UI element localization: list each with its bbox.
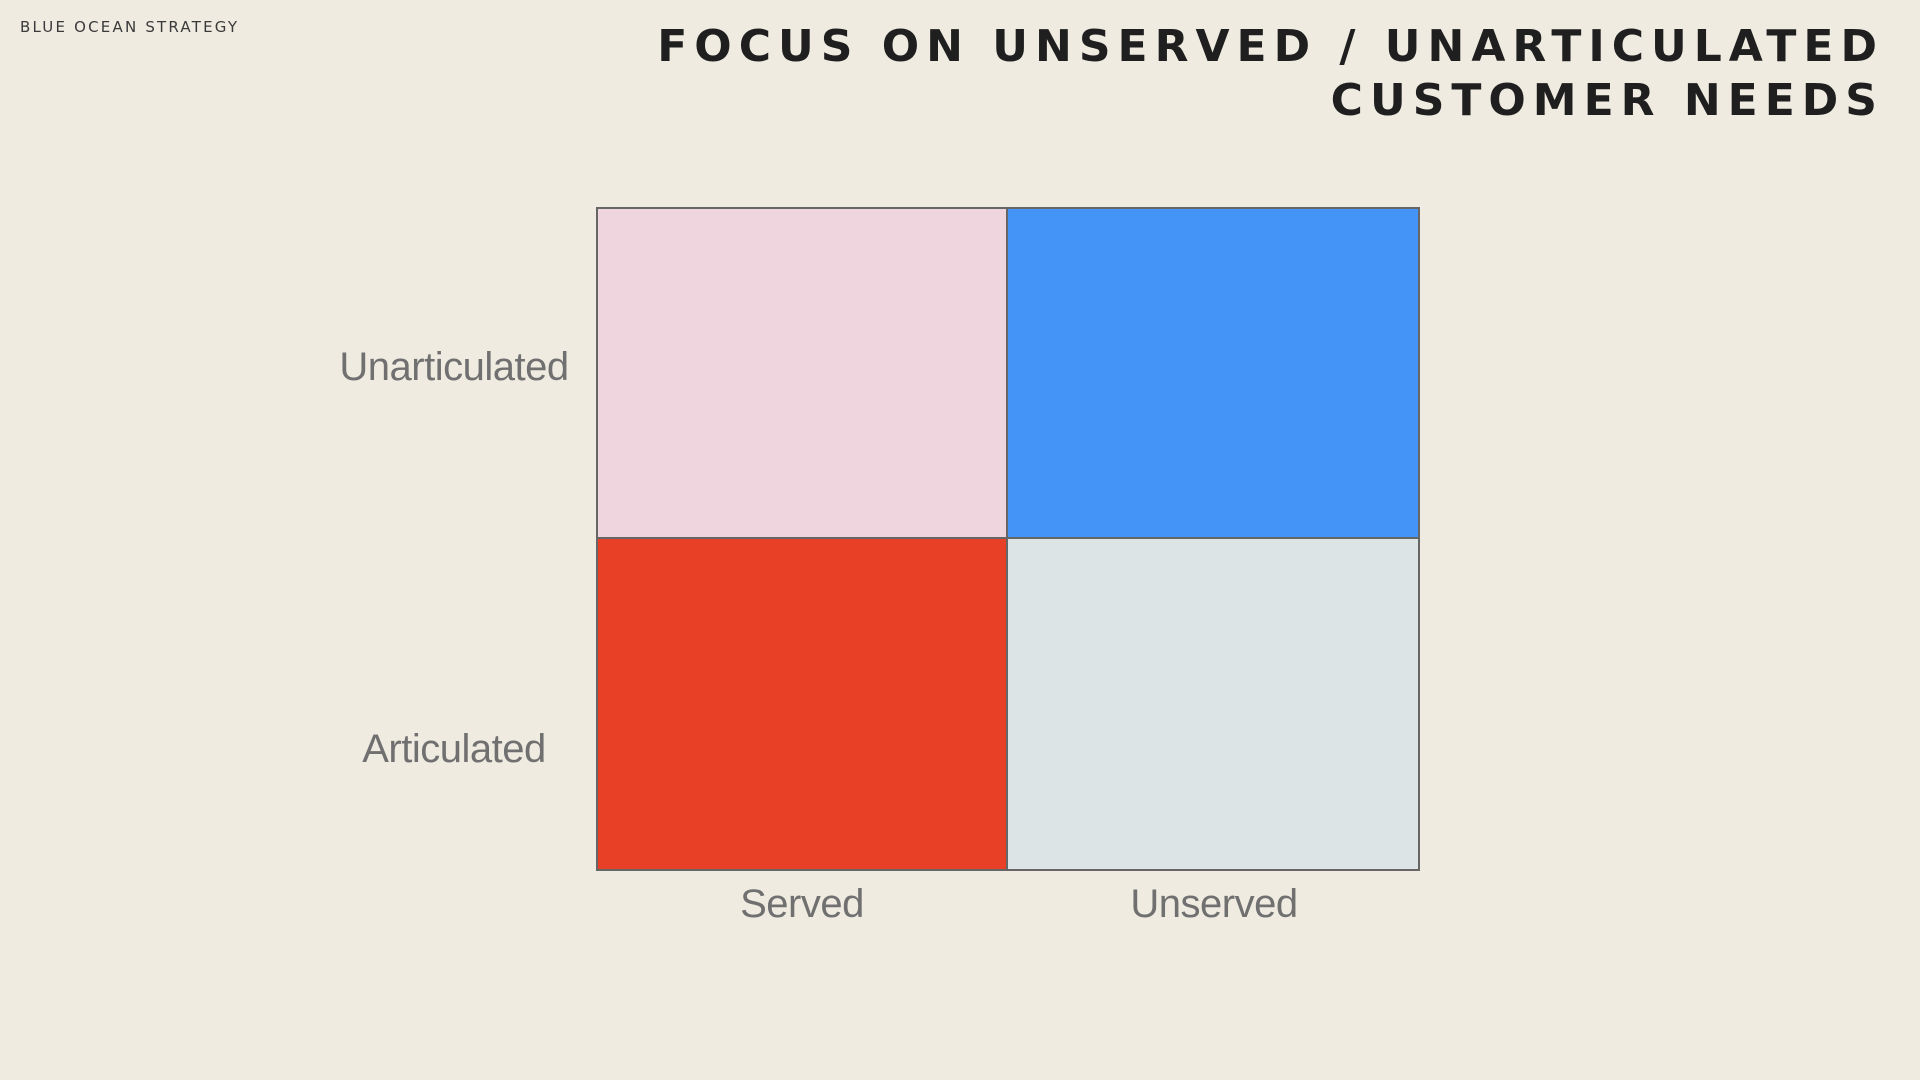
quadrant-articulated-unserved [1008, 539, 1418, 869]
needs-matrix [596, 207, 1420, 871]
y-axis-label-unarticulated: Unarticulated [339, 345, 569, 389]
slide-title: FOCUS ON UNSERVED / UNARTICULATED CUSTOM… [584, 20, 1884, 128]
presentation-kicker: BLUE OCEAN STRATEGY [20, 18, 240, 36]
quadrant-articulated-served [598, 539, 1008, 869]
y-axis-label-articulated: Articulated [362, 727, 546, 771]
x-axis-label-unserved: Unserved [1130, 882, 1298, 926]
quadrant-unarticulated-served [598, 209, 1008, 539]
slide-title-line-1: FOCUS ON UNSERVED / UNARTICULATED [657, 21, 1884, 72]
slide-title-line-2: CUSTOMER NEEDS [1330, 75, 1884, 126]
quadrant-unarticulated-unserved [1008, 209, 1418, 539]
x-axis-label-served: Served [740, 882, 864, 926]
